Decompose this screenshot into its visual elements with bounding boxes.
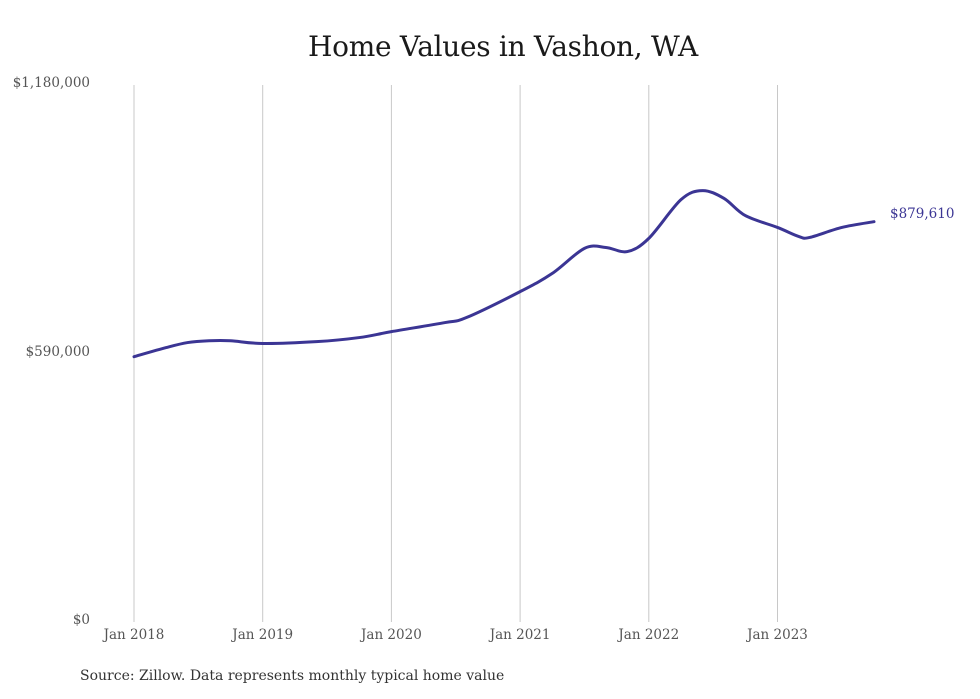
y-tick-label: $1,180,000 [12, 75, 90, 91]
x-tick-label: Jan 2021 [489, 627, 551, 643]
x-tick-label: Jan 2019 [232, 627, 294, 643]
vertical-gridlines [133, 85, 778, 622]
x-tick-label: Jan 2022 [618, 627, 680, 643]
x-tick-label: Jan 2023 [747, 627, 808, 643]
end-value-label: $879,610 [890, 206, 955, 222]
x-tick-label: Jan 2018 [103, 627, 165, 643]
y-tick-label: $0 [72, 612, 90, 628]
x-tick-label: Jan 2020 [360, 627, 422, 643]
source-note: Source: Zillow. Data represents monthly … [80, 668, 505, 684]
chart-title: Home Values in Vashon, WA [308, 30, 698, 63]
y-tick-label: $590,000 [25, 343, 90, 360]
home-value-line [132, 189, 876, 359]
